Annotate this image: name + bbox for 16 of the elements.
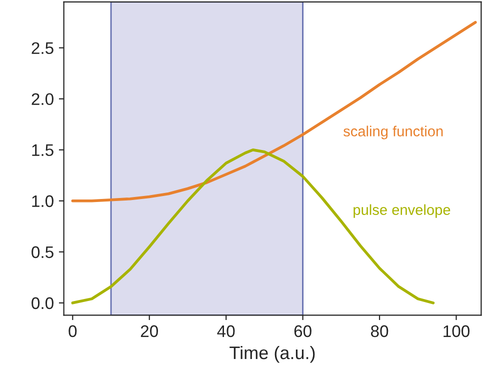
y-tick-label: 2.5 xyxy=(32,42,54,54)
y-tick-label: 1.0 xyxy=(32,195,54,208)
y-tick-label: 1.5 xyxy=(32,144,54,156)
x-tick-label: 100 xyxy=(444,325,470,338)
x-axis-title: Time (a.u.) xyxy=(230,346,315,363)
x-tick-label: 20 xyxy=(140,325,158,338)
x-tick-label: 80 xyxy=(370,325,388,338)
x-tick-label: 0 xyxy=(68,325,77,338)
series-label: pulse envelope xyxy=(354,204,450,218)
x-tick-label: 40 xyxy=(217,325,235,338)
line-series xyxy=(71,20,477,202)
y-tick-label: 0.0 xyxy=(32,297,54,310)
series-label: scaling function xyxy=(343,126,443,140)
y-tick-label: 0.5 xyxy=(32,246,54,258)
x-tick-label: 60 xyxy=(294,325,312,338)
y-tick-label: 2.0 xyxy=(32,93,54,106)
